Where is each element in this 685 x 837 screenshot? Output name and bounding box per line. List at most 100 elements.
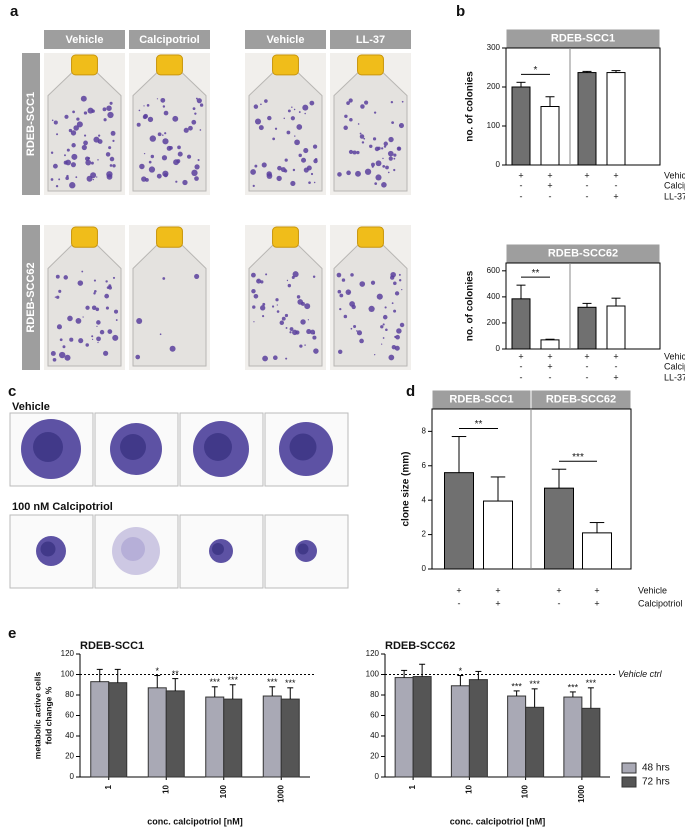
condition-sign: + bbox=[547, 361, 552, 371]
x-tick-label: 100 bbox=[521, 784, 530, 798]
condition-sign: - bbox=[615, 180, 618, 190]
colony bbox=[113, 309, 119, 314]
bar bbox=[606, 72, 626, 166]
colony bbox=[293, 108, 296, 111]
chart-header-label: RDEB-SCC1 bbox=[551, 32, 615, 44]
x-tick-label: 10 bbox=[464, 784, 473, 793]
colony bbox=[160, 97, 166, 103]
colony bbox=[52, 357, 57, 362]
colony bbox=[156, 98, 159, 100]
bar bbox=[511, 298, 531, 350]
colony bbox=[297, 299, 304, 305]
colony bbox=[59, 338, 63, 342]
flask-body bbox=[248, 70, 323, 192]
colony bbox=[348, 98, 353, 103]
colony bbox=[50, 350, 56, 356]
condition-name: Calcipotriol bbox=[664, 180, 685, 190]
row-label: Vehicle bbox=[12, 401, 50, 413]
colony bbox=[356, 330, 363, 336]
bar bbox=[468, 679, 488, 778]
clone-core bbox=[289, 433, 317, 461]
colony bbox=[312, 275, 316, 278]
legend-label: 48 hrs bbox=[642, 763, 670, 774]
colony bbox=[138, 109, 141, 112]
colony bbox=[256, 278, 262, 284]
colony bbox=[337, 172, 342, 177]
y-tick-label: 120 bbox=[61, 649, 75, 658]
colony bbox=[172, 115, 179, 122]
colony bbox=[363, 137, 366, 140]
significance-label: *** bbox=[586, 678, 597, 688]
bar bbox=[394, 677, 414, 778]
colony bbox=[159, 333, 162, 336]
colony bbox=[336, 272, 342, 278]
x-tick-label: 100 bbox=[219, 784, 228, 798]
colony bbox=[91, 338, 94, 340]
condition-name: LL-37 bbox=[664, 372, 685, 382]
colony bbox=[387, 150, 394, 157]
condition-sign: + bbox=[556, 585, 561, 595]
colony bbox=[296, 124, 303, 130]
colony bbox=[253, 293, 259, 299]
colony bbox=[250, 169, 256, 175]
clone-core bbox=[204, 433, 232, 461]
bar bbox=[606, 305, 626, 350]
colony bbox=[312, 144, 318, 149]
colony bbox=[77, 280, 84, 286]
colony bbox=[377, 146, 381, 151]
colony bbox=[280, 167, 286, 173]
colony bbox=[393, 281, 397, 286]
significance-label: * bbox=[534, 65, 538, 76]
colony bbox=[177, 151, 183, 157]
condition-sign: - bbox=[520, 180, 523, 190]
colony bbox=[313, 332, 315, 335]
colony bbox=[194, 273, 200, 279]
colony bbox=[312, 335, 317, 340]
flask-cap bbox=[272, 226, 299, 248]
colony bbox=[274, 127, 278, 130]
row-header bbox=[22, 53, 40, 195]
colony bbox=[388, 354, 395, 361]
colony bbox=[108, 285, 112, 290]
colony bbox=[279, 320, 285, 326]
colony bbox=[73, 125, 79, 131]
colony bbox=[51, 119, 54, 122]
colony bbox=[194, 176, 199, 181]
colony bbox=[314, 157, 318, 161]
row-label: 100 nM Calcipotriol bbox=[12, 501, 113, 513]
condition-sign: - bbox=[586, 180, 589, 190]
colony bbox=[157, 132, 162, 137]
y-tick-label: 100 bbox=[61, 670, 75, 679]
colony bbox=[188, 125, 193, 131]
bar bbox=[90, 681, 110, 778]
clone-core bbox=[120, 434, 146, 460]
colony bbox=[69, 182, 76, 189]
colony bbox=[56, 295, 60, 299]
colony bbox=[287, 283, 292, 288]
colony bbox=[393, 157, 396, 160]
colony bbox=[385, 328, 388, 332]
colony bbox=[96, 176, 98, 178]
colony bbox=[135, 354, 141, 360]
flask-body bbox=[248, 243, 323, 367]
colony bbox=[296, 295, 301, 299]
x-tick-label: 1000 bbox=[577, 784, 586, 802]
column-header bbox=[330, 30, 411, 49]
flask-cap bbox=[357, 54, 384, 76]
clone-core bbox=[212, 543, 224, 555]
colony bbox=[380, 325, 384, 329]
colony bbox=[393, 309, 397, 313]
colony bbox=[195, 97, 198, 100]
colony bbox=[303, 147, 309, 154]
colony bbox=[375, 174, 382, 181]
colony bbox=[277, 165, 282, 171]
colony bbox=[398, 273, 401, 276]
colony bbox=[382, 323, 385, 326]
condition-sign: + bbox=[613, 351, 618, 361]
colony bbox=[290, 116, 295, 121]
colony bbox=[191, 119, 197, 125]
y-axis-label: metabolic active cells bbox=[32, 672, 42, 760]
colony bbox=[343, 125, 348, 131]
colony bbox=[81, 144, 87, 151]
colony bbox=[393, 168, 396, 172]
